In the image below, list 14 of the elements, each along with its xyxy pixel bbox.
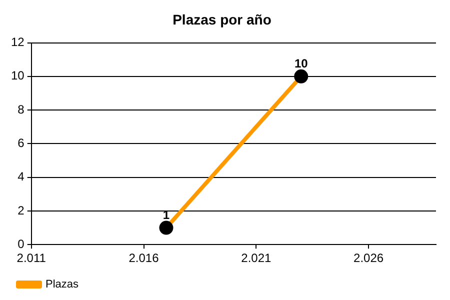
- y-tick-label: 0: [18, 236, 25, 251]
- x-tick-label: 2.026: [354, 251, 384, 266]
- y-tick-label: 12: [10, 35, 25, 50]
- x-tick-label: 2.021: [241, 251, 272, 266]
- y-tick-label: 6: [18, 136, 25, 150]
- chart-title: Plazas por año: [172, 11, 272, 28]
- y-tick-label: 10: [10, 68, 25, 83]
- x-tick-label: 2.011: [16, 251, 46, 266]
- x-tick-label: 2.016: [128, 251, 160, 266]
- y-tick-label: 4: [18, 170, 25, 184]
- y-tick-label: 8: [18, 102, 25, 116]
- y-tick-label: 2: [18, 203, 25, 218]
- data-label: 10: [294, 56, 308, 71]
- legend-label: Plazas: [46, 278, 80, 291]
